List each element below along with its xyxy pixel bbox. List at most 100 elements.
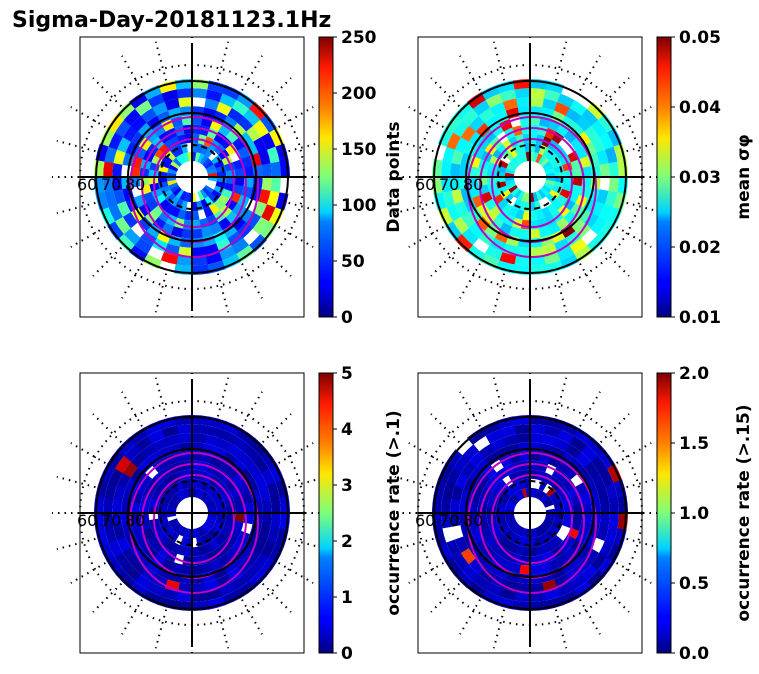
heatmap-bin <box>455 136 470 153</box>
heatmap-bin <box>518 564 530 575</box>
heatmap-bin <box>207 513 218 518</box>
heatmap-bin <box>505 168 515 175</box>
heatmap-bin <box>586 570 606 589</box>
lat-label: 70 <box>439 511 459 530</box>
heatmap-bin <box>146 115 162 130</box>
heatmap-bin <box>104 190 117 208</box>
heatmap-bin <box>130 557 147 575</box>
oval-boundary <box>129 452 259 594</box>
heatmap-bin <box>510 493 520 503</box>
mlt-spoke <box>121 263 143 299</box>
heatmap-bin <box>556 246 575 261</box>
heatmap-bin <box>260 204 276 223</box>
colorbar-tick-label: 1.0 <box>679 504 709 524</box>
heatmap-bin <box>232 473 246 488</box>
heatmap-bin <box>194 152 201 162</box>
heatmap-bin <box>468 512 479 524</box>
heatmap-bin <box>222 84 242 101</box>
heatmap-bin <box>540 187 550 197</box>
heatmap-bin <box>179 190 187 201</box>
heatmap-bin <box>117 136 132 153</box>
heatmap-bin <box>158 479 171 491</box>
heatmap-bin <box>478 566 495 583</box>
heatmap-bin <box>113 188 126 205</box>
heatmap-bin <box>122 547 138 565</box>
heatmap-bin <box>175 255 192 266</box>
heatmap-bin <box>524 478 531 489</box>
heatmap-bin <box>577 131 592 147</box>
heatmap-bin <box>164 579 180 592</box>
mlt-spoke <box>121 55 143 91</box>
mlt-spoke <box>216 41 230 81</box>
heatmap-bin <box>137 216 153 232</box>
heatmap-bin <box>546 150 557 162</box>
heatmap-bin <box>226 231 244 247</box>
heatmap-bin <box>485 429 504 444</box>
heatmap-bin <box>217 217 232 231</box>
heatmap-bin <box>469 185 481 199</box>
mlt-spoke <box>70 106 106 128</box>
heatmap-bin <box>549 491 560 501</box>
heatmap-bin <box>606 207 623 227</box>
heatmap-bin <box>170 160 180 169</box>
heatmap-bin <box>200 562 214 574</box>
mlt-spoke <box>154 41 168 81</box>
heatmap-bin <box>172 187 182 197</box>
heatmap-bin <box>137 458 153 474</box>
heatmap-bin <box>204 496 214 506</box>
heatmap-bin <box>165 528 176 540</box>
heatmap-bin <box>503 192 514 204</box>
colorbar-tick-label: 2 <box>341 532 353 552</box>
heatmap-bin <box>532 192 539 202</box>
heatmap-bin <box>157 209 171 223</box>
heatmap-bin <box>197 190 205 201</box>
heatmap-bin <box>162 154 173 165</box>
heatmap-bin <box>446 467 462 486</box>
heatmap-bin <box>182 460 193 471</box>
heatmap-bin <box>543 164 554 172</box>
colorbar-label: occurrence rate (>.1) <box>384 410 404 615</box>
heatmap-bin <box>554 507 565 514</box>
heatmap-bin <box>172 523 182 533</box>
heatmap-bin <box>152 437 169 452</box>
heatmap-bin <box>508 542 519 554</box>
heatmap-bin <box>504 172 515 177</box>
heatmap-bin <box>573 581 593 599</box>
heatmap-bin <box>598 540 614 559</box>
oval-boundary <box>491 474 573 564</box>
mlt-spoke <box>492 377 506 417</box>
mlt-spoke <box>459 391 481 427</box>
heatmap-bin <box>192 487 197 498</box>
heatmap-bin <box>113 149 126 165</box>
heatmap-bin <box>549 525 560 536</box>
heatmap-bin <box>241 491 253 505</box>
heatmap-bin <box>506 182 517 190</box>
heatmap-bin <box>545 513 556 518</box>
colorbar-tick-label: 3 <box>341 476 353 496</box>
heatmap-bin <box>175 491 185 501</box>
heatmap-bin <box>444 220 462 240</box>
mlt-spoke <box>492 273 506 313</box>
heatmap-bin <box>175 591 192 602</box>
heatmap-bin <box>591 455 608 474</box>
heatmap-bin <box>450 512 461 527</box>
heatmap-bin <box>237 146 251 160</box>
heatmap-bin <box>184 546 192 557</box>
heatmap-bin <box>537 189 547 199</box>
heatmap-bin <box>122 211 138 229</box>
heatmap-bin <box>204 185 214 194</box>
colorbar-tick-label: 50 <box>341 252 365 272</box>
heatmap-bin <box>450 176 461 191</box>
heatmap-bin <box>108 467 124 486</box>
mlt-spoke <box>216 273 230 313</box>
heatmap-bin <box>113 524 126 541</box>
heatmap-bin <box>542 147 553 158</box>
heatmap-bin <box>204 160 214 170</box>
heatmap-bin <box>468 176 479 188</box>
heatmap-bin <box>451 485 464 501</box>
heatmap-bin <box>524 142 531 153</box>
heatmap-bin <box>242 564 261 582</box>
heatmap-bin <box>515 246 530 257</box>
heatmap-bin <box>461 227 479 246</box>
heatmap-bin <box>590 552 607 571</box>
